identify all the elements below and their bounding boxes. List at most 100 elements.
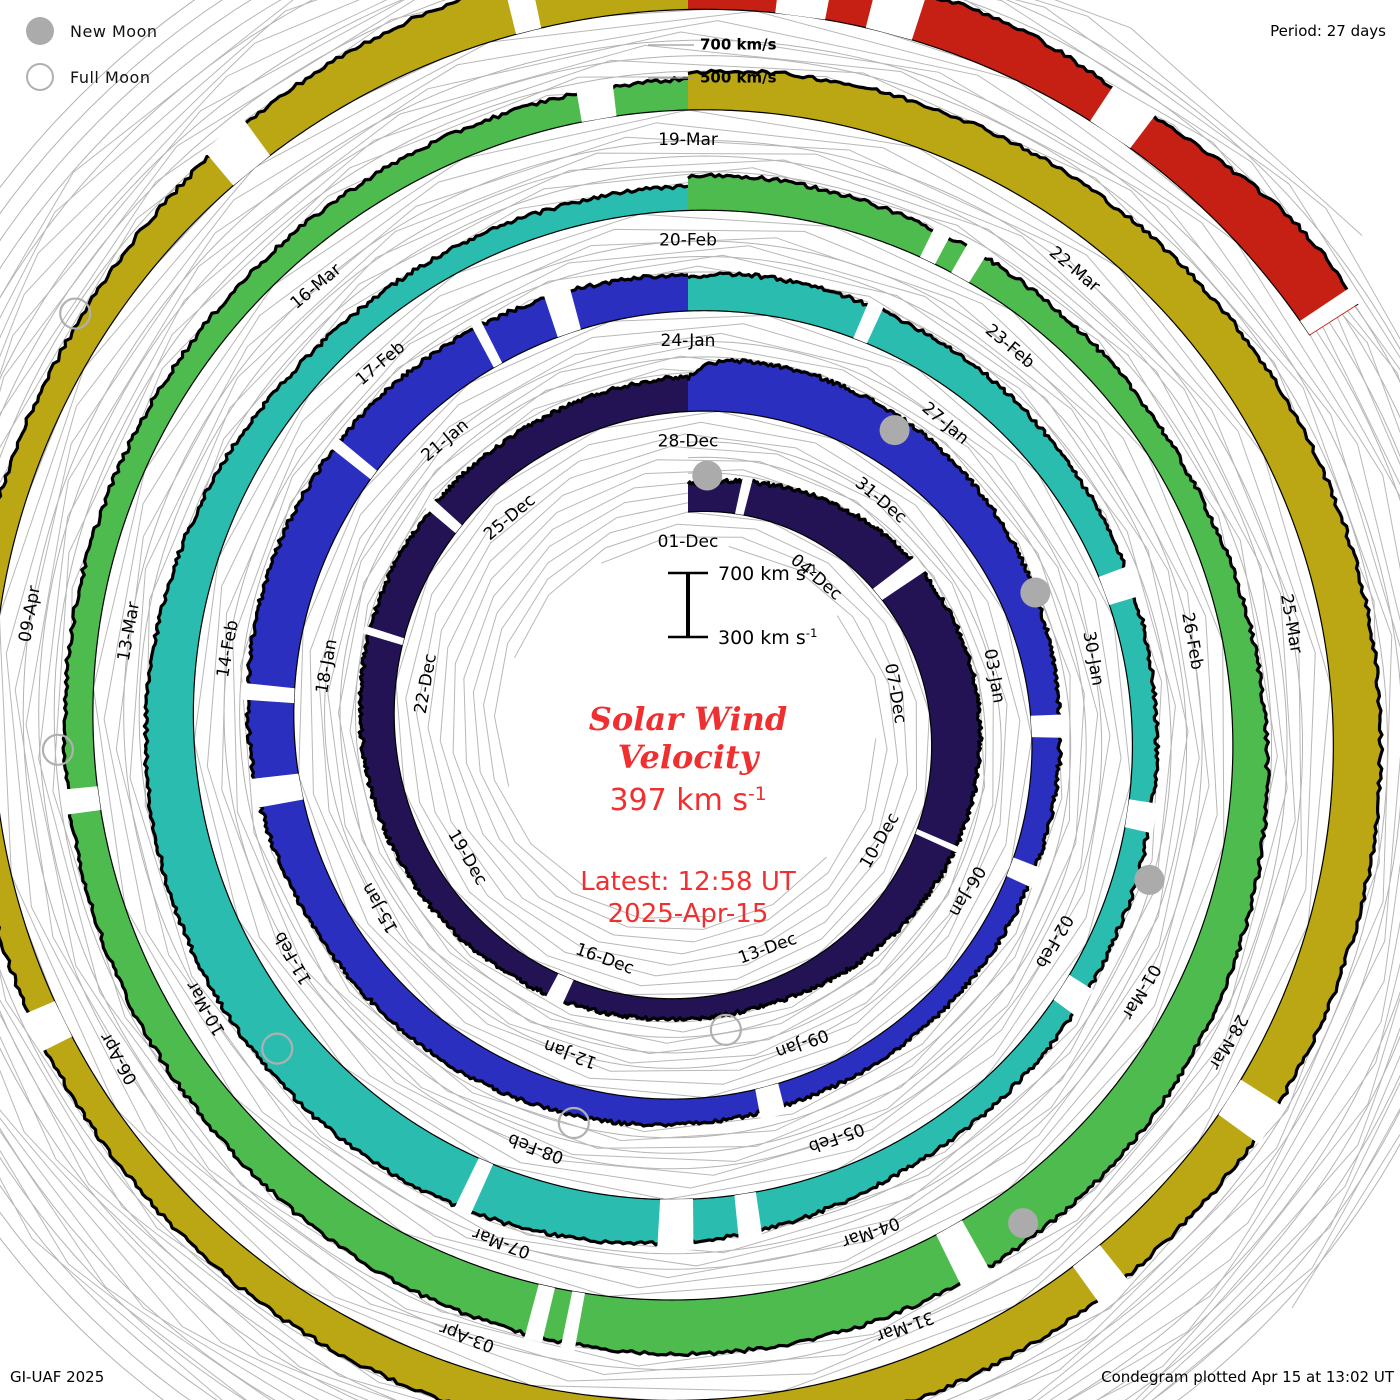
- center-scale-bottom-label: 300 km s-1: [718, 626, 818, 649]
- center-scale-bar: 700 km s-1 300 km s-1: [668, 562, 818, 649]
- data-gap: [328, 436, 377, 480]
- new-moon-marker: [1134, 864, 1165, 895]
- full-moon-marker: [261, 1032, 294, 1065]
- data-gap: [507, 0, 542, 35]
- center-latest-date: 2025-Apr-15: [608, 899, 769, 929]
- velocity-trace-09-Apr: [935, 0, 1359, 307]
- legend-label-full-moon: Full Moon: [70, 67, 151, 87]
- date-label: 13-Dec: [736, 929, 800, 969]
- velocity-baseline-01-Dec: [393, 410, 933, 1000]
- credit-label: GI-UAF 2025: [10, 1368, 105, 1386]
- legend-item-full-moon: Full Moon: [26, 54, 286, 100]
- date-label: 16-Dec: [573, 939, 637, 979]
- velocity-trace-01-Dec: [357, 374, 984, 1023]
- moon-phase-markers: [41, 297, 1165, 1239]
- moon-phase-legend: New Moon Full Moon: [26, 8, 286, 100]
- data-gap: [919, 223, 953, 265]
- date-label: 20-Feb: [659, 231, 717, 251]
- date-label: 21-Jan: [418, 415, 473, 466]
- velocity-trace-28-Dec: [244, 272, 1063, 1128]
- date-label: 04-Mar: [839, 1212, 902, 1251]
- full-moon-marker: [41, 733, 75, 766]
- period-label: Period: 27 days: [1270, 22, 1386, 40]
- top-scale-labels: 700 km/s 500 km/s: [648, 36, 777, 87]
- date-label: 15-Jan: [358, 879, 403, 937]
- data-gap: [1090, 85, 1157, 149]
- velocity-baseline-20-Feb: [92, 109, 1234, 1301]
- data-gap: [951, 241, 988, 283]
- date-label: 09-Jan: [773, 1024, 831, 1062]
- date-label: 09-Apr: [15, 584, 45, 643]
- full-moon-marker: [59, 297, 92, 330]
- data-gap: [1098, 565, 1141, 605]
- new-moon-marker: [692, 460, 723, 491]
- data-gap: [545, 973, 574, 1006]
- data-gap: [755, 1083, 786, 1121]
- date-label: 01-Mar: [1117, 961, 1164, 1023]
- data-gap: [735, 476, 753, 515]
- new-moon-icon: [26, 17, 54, 45]
- plotted-timestamp: Condegram plotted Apr 15 at 13:02 UT: [1101, 1368, 1394, 1386]
- velocity-trace-20-Feb: [61, 76, 1271, 1358]
- top-scale-label-700: 700 km/s: [700, 36, 777, 54]
- data-gap: [1053, 974, 1094, 1017]
- data-gap: [560, 1291, 585, 1352]
- velocity-baseline-19-Mar: [0, 8, 1334, 1400]
- data-gap: [575, 79, 617, 122]
- velocity-ribbon-09-Apr: [688, 0, 1358, 336]
- data-gap: [775, 0, 829, 20]
- date-label: 14-Feb: [213, 619, 243, 679]
- new-moon-marker: [1020, 577, 1051, 608]
- data-gap: [250, 773, 304, 809]
- center-readout: Solar Wind Velocity 397 km s-1 Latest: 1…: [580, 700, 796, 929]
- date-label: 01-Dec: [658, 532, 719, 552]
- data-gap: [524, 1284, 555, 1343]
- new-moon-marker: [879, 415, 910, 446]
- data-gap: [1072, 1245, 1131, 1306]
- full-moon-marker: [709, 1013, 742, 1046]
- data-gap: [1300, 286, 1362, 335]
- data-gap: [853, 300, 884, 344]
- center-scale-top-label: 700 km s-1: [718, 562, 818, 585]
- date-label: 28-Dec: [658, 432, 719, 452]
- data-gap: [362, 625, 405, 646]
- data-gap: [936, 1220, 991, 1288]
- velocity-ribbon-01-Dec: [359, 375, 983, 1021]
- date-label: 19-Mar: [658, 130, 718, 150]
- data-gap: [203, 118, 271, 186]
- data-gap: [240, 682, 295, 704]
- date-label: 03-Jan: [979, 647, 1008, 705]
- data-gap: [734, 1191, 763, 1241]
- data-gap: [872, 556, 927, 600]
- new-moon-marker: [1008, 1208, 1039, 1239]
- top-scale-label-500: 500 km/s: [700, 69, 777, 87]
- date-label: 07-Dec: [880, 662, 910, 725]
- date-label: 26-Feb: [1177, 611, 1207, 671]
- date-label: 08-Feb: [505, 1129, 566, 1168]
- data-gap: [470, 318, 503, 368]
- date-label: 12-Jan: [541, 1035, 599, 1073]
- date-label: 05-Feb: [806, 1118, 867, 1157]
- data-gap: [882, 0, 918, 39]
- date-label: 25-Dec: [480, 490, 539, 544]
- data-gap: [1030, 714, 1068, 738]
- data-gap: [1218, 1079, 1284, 1145]
- center-title-line2: Velocity: [618, 738, 761, 776]
- center-latest-time: Latest: 12:58 UT: [580, 867, 796, 897]
- data-gap: [22, 1001, 73, 1053]
- date-label: 24-Jan: [661, 331, 716, 351]
- full-moon-marker: [557, 1106, 590, 1140]
- full-moon-icon: [26, 63, 54, 91]
- date-label: 11-Feb: [270, 928, 316, 988]
- legend-label-new-moon: New Moon: [70, 21, 158, 41]
- data-gap: [657, 1199, 694, 1251]
- data-gap: [453, 1158, 494, 1217]
- data-gap: [63, 786, 101, 815]
